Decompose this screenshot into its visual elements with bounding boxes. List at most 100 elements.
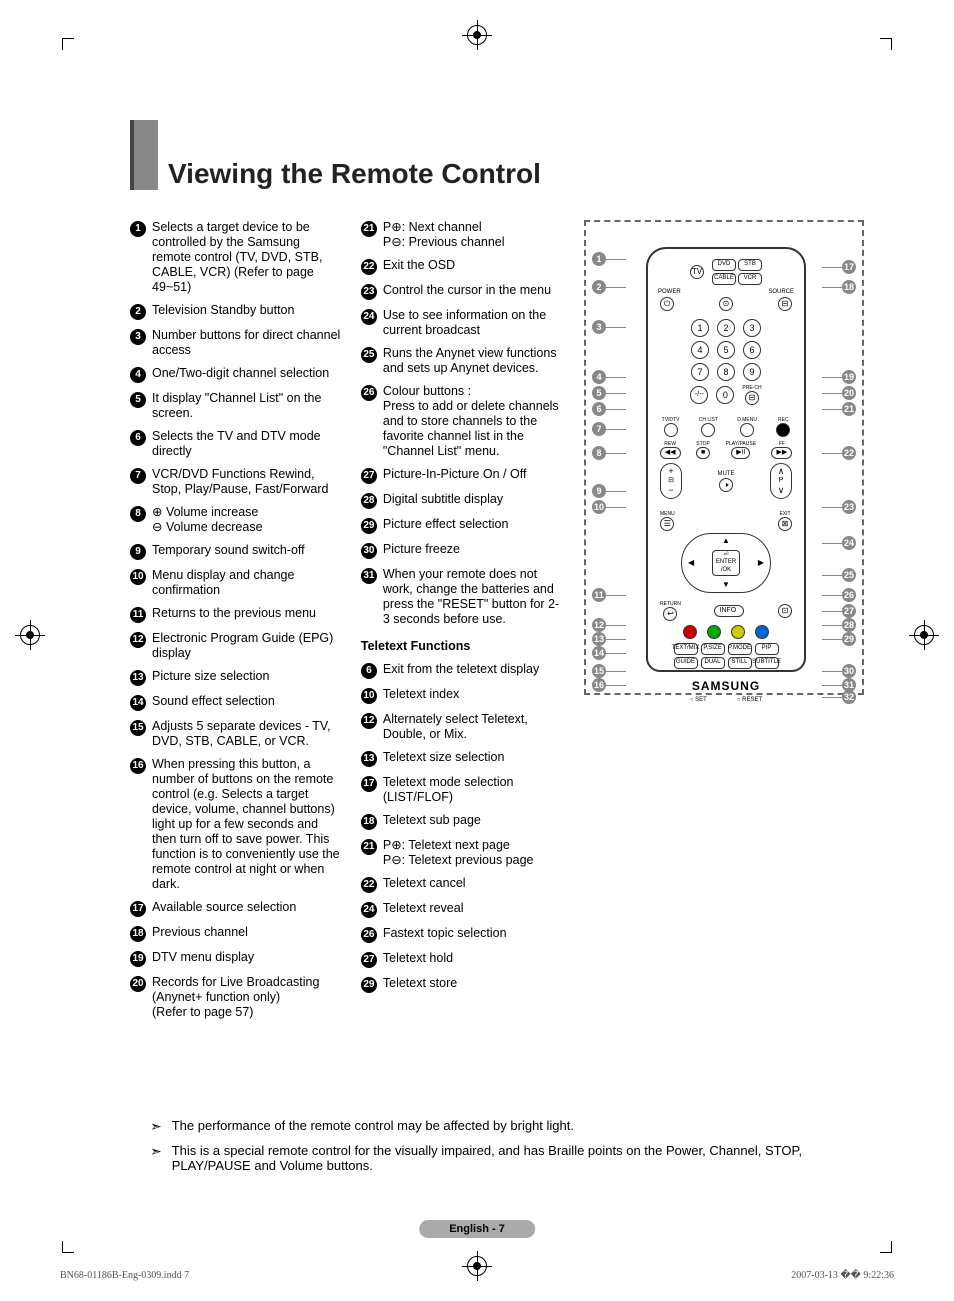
callout-number: 20 [842,386,856,400]
crop-corner [880,1241,892,1253]
item-text: Temporary sound switch-off [152,543,341,560]
callout-number: 24 [842,536,856,550]
description-item: 2 Television Standby button [130,303,341,320]
vcr-mode-button: VCR [738,273,762,285]
crop-corner [62,38,74,50]
description-item: 9Temporary sound switch-off [130,543,341,560]
description-item: 6Exit from the teletext display [361,662,564,679]
description-item: 11Returns to the previous menu [130,606,341,623]
num-3: 3 [743,319,761,337]
item-number-badge: 10 [130,569,146,585]
power-label: POWER [658,289,681,296]
mute-area: MUTE 🕨 [648,471,804,492]
description-item: 18Teletext sub page [361,813,564,830]
description-item: 26 Colour buttons : Press to add or delet… [361,384,564,459]
note-marker-icon: ➣ [150,1143,162,1173]
callout-number: 2 [592,280,606,294]
item-number-badge: 4 [130,367,146,383]
callout-number: 15 [592,664,606,678]
teletext-heading: Teletext Functions [361,639,564,654]
info-button: INFO [714,605,744,617]
item-text: Television Standby button [152,303,341,320]
note-row: ➣ This is a special remote control for t… [150,1143,854,1173]
item-text: Teletext store [383,976,564,993]
note-marker-icon: ➣ [150,1118,162,1135]
description-item: 18Previous channel [130,925,341,942]
crop-mark-left [20,625,40,645]
item-number-badge: 21 [361,839,377,855]
num-2: 2 [717,319,735,337]
description-item: 19DTV menu display [130,950,341,967]
footer-filename: BN68-01186B-Eng-0309.indd 7 [60,1270,189,1281]
exit-button: ⊠ [778,517,792,531]
description-item: 12Electronic Program Guide (EPG) display [130,631,341,661]
item-text: Picture size selection [152,669,341,686]
enter-button: ⏎ ENTER /OK [712,550,740,576]
item-number-badge: 5 [130,392,146,408]
callout-number: 5 [592,386,606,400]
item-number-badge: 14 [130,695,146,711]
crop-mark-top [467,25,487,45]
item-text: Menu display and change confirmation [152,568,341,598]
callout-number: 3 [592,320,606,334]
callout-number: 27 [842,604,856,618]
item-text: It display "Channel List" on the screen. [152,391,341,421]
item-number-badge: 20 [130,976,146,992]
item-text: VCR/DVD Functions Rewind, Stop, Play/Pau… [152,467,341,497]
description-item: 29Teletext store [361,976,564,993]
ff-button: ▶▶ [771,447,792,459]
description-item: 22 Exit the OSD [361,258,564,275]
remote-diagram: TV DVD STB CABLE VCR POWER [584,220,864,695]
callout-number: 23 [842,500,856,514]
item-text: Sound effect selection [152,694,341,711]
description-item: 15Adjusts 5 separate devices - TV, DVD, … [130,719,341,749]
footer-timestamp: 2007-03-13 �� 9:22:36 [791,1270,894,1281]
item-text: Control the cursor in the menu [383,283,564,300]
num-1: 1 [691,319,709,337]
item-number-badge: 30 [361,543,377,559]
callout-number: 13 [592,632,606,646]
callout-number: 6 [592,402,606,416]
item-text: When your remote does not work, change t… [383,567,564,627]
remote-diagram-column: TV DVD STB CABLE VCR POWER [584,220,864,1020]
return-button: ↩ [663,607,677,621]
item-text: P⊕: Next channel P⊖: Previous channel [383,220,564,250]
title-accent-icon [130,120,158,190]
item-number-badge: 22 [361,259,377,275]
item-text: Teletext cancel [383,876,564,893]
item-text: Digital subtitle display [383,492,564,509]
mute-button: 🕨 [719,478,733,492]
item-number-badge: 2 [130,304,146,320]
item-number-badge: 28 [361,493,377,509]
description-item: 20Records for Live Broadcasting (Anynet+… [130,975,341,1020]
page-title: Viewing the Remote Control [168,158,541,190]
item-number-badge: 26 [361,385,377,401]
item-text: Teletext reveal [383,901,564,918]
item-number-badge: 19 [130,951,146,967]
item-text: Exit the OSD [383,258,564,275]
item-text: Teletext mode selection (LIST/FLOF) [383,775,564,805]
num-7: 7 [691,363,709,381]
crop-corner [880,38,892,50]
description-item: 6Selects the TV and DTV mode directly [130,429,341,459]
callout-number: 16 [592,678,606,692]
item-text: Teletext size selection [383,750,564,767]
description-item: 28 Digital subtitle display [361,492,564,509]
description-item: 21P⊕: Next channel P⊖: Previous channel [361,220,564,250]
item-text: ⊕ Volume increase ⊖ Volume decrease [152,505,341,535]
item-text: Colour buttons : Press to add or delete … [383,384,564,459]
item-number-badge: 31 [361,568,377,584]
callout-number: 7 [592,422,606,436]
item-text: Teletext sub page [383,813,564,830]
description-item: 8⊕ Volume increase ⊖ Volume decrease [130,505,341,535]
description-item: 27Picture-In-Picture On / Off [361,467,564,484]
crop-mark-right [914,625,934,645]
note-text: This is a special remote control for the… [172,1143,854,1173]
num-5: 5 [717,341,735,359]
item-number-badge: 25 [361,347,377,363]
description-item: 5 It display "Channel List" on the screen… [130,391,341,421]
notes-section: ➣ The performance of the remote control … [150,1118,854,1181]
item-number-badge: 17 [130,901,146,917]
item-number-badge: 11 [130,607,146,623]
num-6: 6 [743,341,761,359]
